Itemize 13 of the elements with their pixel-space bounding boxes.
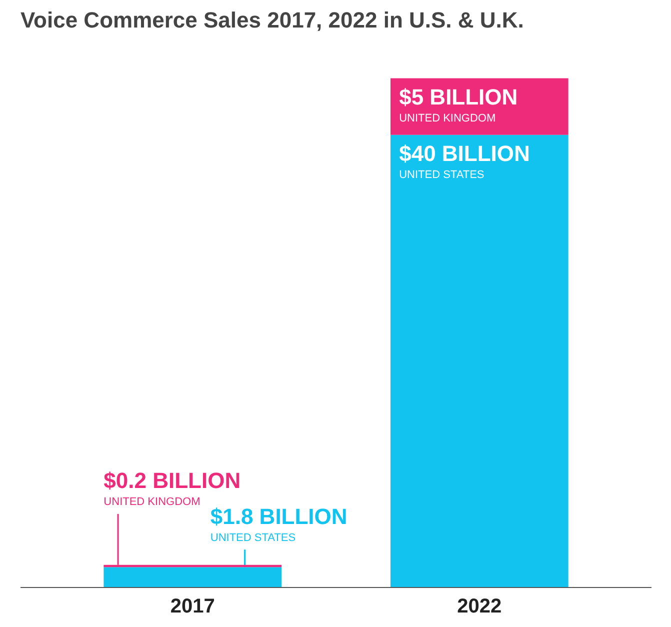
chart-title: Voice Commerce Sales 2017, 2022 in U.S. & U.K. [20,8,524,32]
bar [390,134,568,588]
text: UNITED STATES [210,532,296,544]
x-tick-label: 2017 [170,596,215,618]
series-label: UNITED STATES [399,168,484,181]
bar [104,567,282,588]
data-label: $40 BILLION [399,140,530,166]
data-label: $0.2 BILLION [104,468,241,494]
data-label: $1.8 BILLION [210,504,348,529]
x-tick-label: 2022 [457,596,502,618]
series-label: UNITED KINGDOM [399,112,496,124]
data-label: $5 BILLION [399,84,518,110]
text: UNITED KINGDOM [104,496,200,508]
